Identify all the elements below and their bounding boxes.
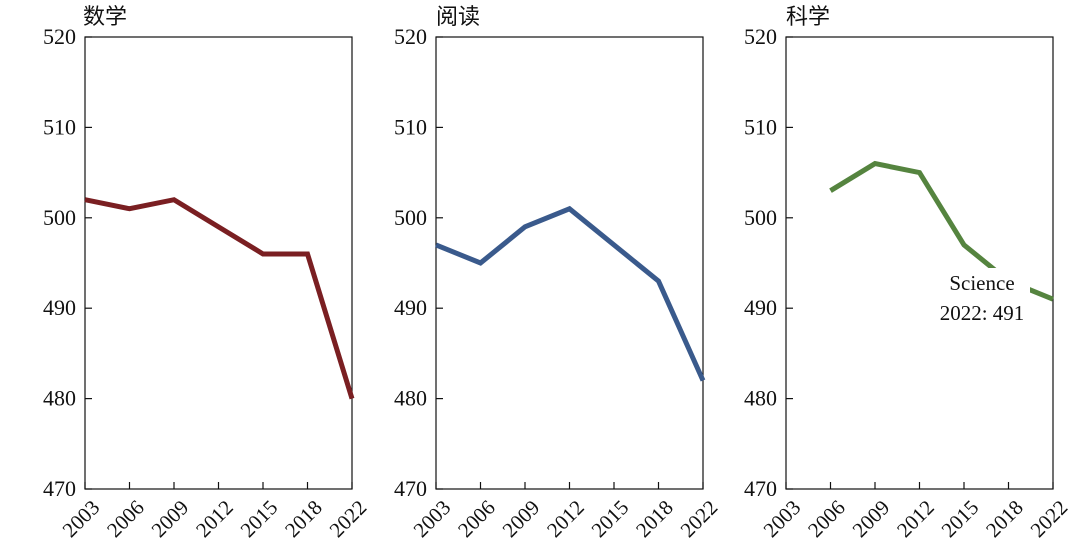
series-layer: [84, 197, 355, 400]
plot-frame: [785, 36, 1054, 490]
y-tick-label: 480: [394, 386, 427, 411]
y-tick-label: 510: [394, 114, 427, 139]
x-tick-label: 2015: [236, 495, 283, 542]
panel-title-math: 数学: [83, 4, 127, 29]
y-tick-label: 490: [394, 295, 427, 320]
y-tick-label: 470: [744, 476, 777, 501]
y-tick-label: 490: [43, 295, 76, 320]
x-tick-label: 2009: [848, 495, 895, 542]
annotation-background: [926, 268, 1030, 326]
x-tick-label: 2009: [147, 495, 194, 542]
y-axis: 470 480 490 500 510 520: [43, 24, 92, 501]
y-tick-label: 510: [744, 114, 777, 139]
x-tick-label: 2003: [759, 495, 806, 542]
y-tick-label: 510: [43, 114, 76, 139]
x-tick-label: 2022: [1026, 495, 1073, 542]
x-tick-label: 2018: [631, 495, 678, 542]
series-layer: [435, 205, 706, 382]
x-tick-label: 2022: [325, 495, 372, 542]
y-axis: 470 480 490 500 510 520: [744, 24, 793, 501]
x-tick-label: 2012: [892, 495, 939, 542]
y-tick-label: 500: [394, 205, 427, 230]
series-line-0: [84, 197, 355, 400]
x-tick-label: 2006: [453, 495, 500, 542]
x-tick-label: 2015: [587, 495, 634, 542]
x-tick-label: 2018: [280, 495, 327, 542]
x-tick-label: 2003: [409, 495, 456, 542]
panel-title-reading: 阅读: [436, 4, 480, 29]
x-tick-label: 2003: [58, 495, 105, 542]
y-tick-label: 500: [744, 205, 777, 230]
y-tick-label: 470: [394, 476, 427, 501]
x-tick-label: 2009: [498, 495, 545, 542]
y-tick-label: 500: [43, 205, 76, 230]
series-line-0: [435, 205, 706, 382]
y-tick-label: 520: [394, 24, 427, 49]
y-tick-label: 520: [43, 24, 76, 49]
y-tick-label: 480: [744, 386, 777, 411]
annotation-label: Science: [949, 271, 1014, 295]
x-tick-label: 2006: [803, 495, 850, 542]
x-tick-label: 2012: [191, 495, 238, 542]
y-tick-label: 490: [744, 295, 777, 320]
x-tick-label: 2006: [102, 495, 149, 542]
annotation-layer: Science 2022: 491: [926, 268, 1030, 326]
y-tick-label: 520: [744, 24, 777, 49]
x-tick-label: 2012: [542, 495, 589, 542]
y-tick-label: 470: [43, 476, 76, 501]
y-axis: 470 480 490 500 510 520: [394, 24, 443, 501]
x-tick-label: 2018: [981, 495, 1028, 542]
panel-title-science: 科学: [786, 4, 830, 29]
y-tick-label: 480: [43, 386, 76, 411]
x-tick-label: 2022: [676, 495, 723, 542]
x-tick-label: 2015: [937, 495, 984, 542]
annotation-label: 2022: 491: [940, 301, 1025, 325]
